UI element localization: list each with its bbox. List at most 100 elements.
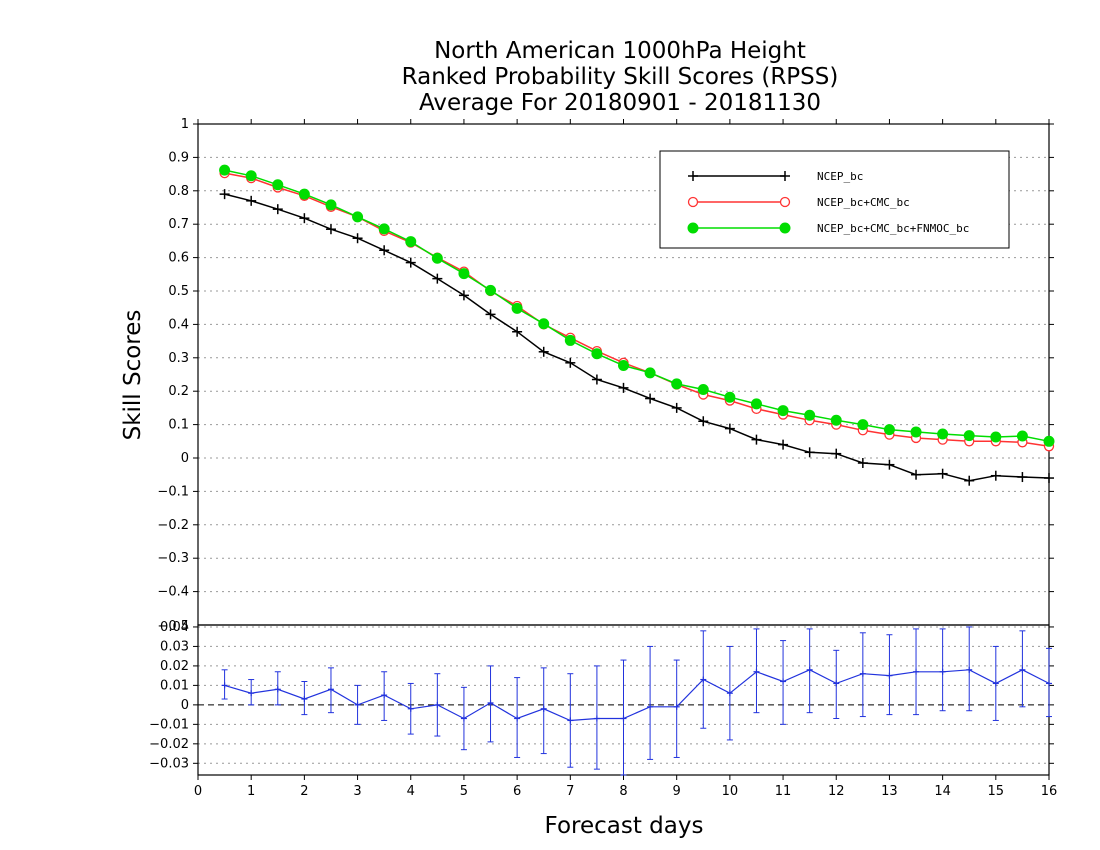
series-point: [937, 468, 948, 479]
series-point: [272, 179, 284, 191]
diff-point: [248, 690, 255, 697]
x-axis-label: Forecast days: [545, 813, 704, 839]
x-tick-label: 12: [828, 784, 845, 799]
x-tick-label: 2: [300, 784, 308, 799]
diff-point: [886, 672, 893, 679]
series-line: [224, 193, 1050, 482]
series-point: [964, 475, 975, 486]
series-point: [405, 236, 417, 248]
series-point: [272, 204, 283, 215]
legend-marker-right: [780, 171, 790, 181]
diff-point: [726, 690, 733, 697]
legend-label: NCEP_bc+CMC_bc+FNMOC_bc: [817, 222, 969, 235]
title-line-1: North American 1000hPa Height: [434, 38, 806, 64]
series-point: [325, 224, 336, 235]
legend-entry: NCEP_bc: [688, 170, 863, 183]
diff-point: [620, 715, 627, 722]
series-point: [485, 309, 496, 320]
diff-point: [301, 696, 308, 703]
diff-point: [354, 701, 361, 708]
series-point: [990, 431, 1002, 443]
diff-point: [966, 666, 973, 673]
series-point: [246, 195, 257, 206]
diff-panel-axes: 0.040.030.020.010−0.01−0.02−0.03−0.50 1 2 3…: [149, 619, 1057, 799]
x-tick-label: 3: [353, 784, 361, 799]
series-point: [591, 374, 602, 385]
diff-point: [221, 682, 228, 689]
x-tick-label: 14: [934, 784, 951, 799]
series-point: [1043, 435, 1055, 447]
diff-error-bar: [647, 645, 654, 760]
legend-marker-left: [688, 171, 698, 181]
x-tick-label: 15: [988, 784, 1005, 799]
diff-line: [224, 669, 1050, 722]
series-point: [618, 382, 629, 393]
series-point: [432, 273, 443, 284]
diff-y-tick-label: 0.01: [160, 678, 189, 693]
main-y-tick-label: 0.6: [168, 251, 189, 266]
x-tick-label: 8: [619, 784, 627, 799]
series-point: [883, 424, 895, 436]
series-point: [379, 245, 390, 256]
series-point: [378, 223, 390, 235]
legend-entry: NCEP_bc+CMC_bc: [687, 196, 910, 209]
diff-point: [647, 703, 654, 710]
diff-point: [514, 715, 521, 722]
x-tick-label: 5: [460, 784, 468, 799]
series-point: [963, 430, 975, 442]
series-point: [1017, 472, 1028, 483]
series-point: [697, 384, 709, 396]
series-2: [219, 164, 1055, 447]
diff-point: [487, 699, 494, 706]
x-tick-label: 11: [775, 784, 792, 799]
diff-point: [700, 676, 707, 683]
main-y-tick-label: 1: [181, 117, 189, 132]
x-tick-label: 1: [247, 784, 255, 799]
main-y-tick-label: 0.1: [168, 418, 189, 433]
diff-point: [939, 668, 946, 675]
series-point: [857, 419, 869, 431]
series-point: [910, 426, 922, 438]
series-point: [565, 357, 576, 368]
diff-point: [859, 670, 866, 677]
title-line-2: Ranked Probability Skill Scores (RPSS): [402, 64, 839, 90]
diff-series-layer: [221, 626, 1052, 776]
series-point: [671, 402, 682, 413]
series-point: [458, 290, 469, 301]
series-layer: [219, 164, 1055, 486]
title-line-3: Average For 20180901 - 20181130: [419, 90, 821, 116]
series-point: [245, 170, 257, 182]
main-y-tick-label: −0.2: [157, 518, 189, 533]
series-point: [884, 459, 895, 470]
legend-label: NCEP_bc+CMC_bc: [817, 196, 910, 209]
diff-point: [806, 666, 813, 673]
main-y-tick-label: −0.1: [157, 484, 189, 499]
series-point: [831, 448, 842, 459]
legend-box: [659, 150, 1010, 249]
diff-point: [381, 692, 388, 699]
series-point: [698, 416, 709, 427]
series-point: [352, 233, 363, 244]
series-point: [1016, 430, 1028, 442]
series-point: [804, 409, 816, 421]
series-point: [298, 188, 310, 200]
series-point: [591, 348, 603, 360]
legend-marker-left: [687, 196, 699, 208]
series-point: [538, 318, 550, 330]
diff-point: [753, 668, 760, 675]
legend: NCEP_bc NCEP_bc+CMC_bc NCEP_bc+CMC_bc+FNMO…: [659, 150, 1010, 249]
legend-marker-left: [687, 222, 699, 234]
series-point: [325, 199, 337, 211]
main-y-tick-label-bottom: −0.5: [157, 619, 189, 634]
diff-point: [460, 715, 467, 722]
diff-point: [913, 668, 920, 675]
x-tick-label: 13: [881, 784, 898, 799]
main-y-tick-label: −0.3: [157, 551, 189, 566]
series-point: [911, 469, 922, 480]
legend-entry: NCEP_bc+CMC_bc+FNMOC_bc: [687, 222, 969, 235]
x-tick-label: 10: [722, 784, 739, 799]
series-0: [219, 189, 1054, 486]
series-point: [857, 458, 868, 469]
legend-marker-right: [779, 222, 791, 234]
